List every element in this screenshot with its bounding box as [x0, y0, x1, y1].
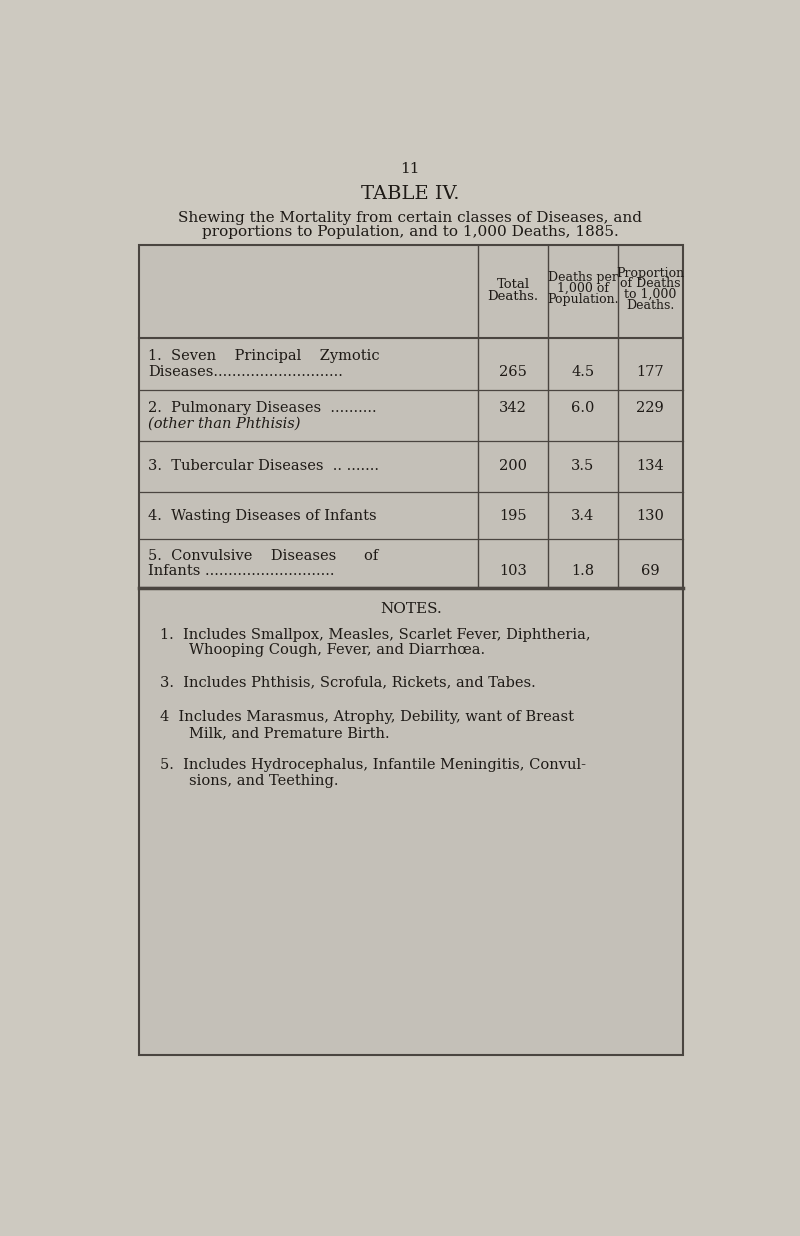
Text: 3.  Tubercular Diseases  .. .......: 3. Tubercular Diseases .. ....... — [148, 460, 379, 473]
Text: 4  Includes Marasmus, Atrophy, Debility, want of Breast: 4 Includes Marasmus, Atrophy, Debility, … — [161, 711, 574, 724]
Text: Deaths.: Deaths. — [487, 290, 538, 303]
Text: proportions to Population, and to 1,000 Deaths, 1885.: proportions to Population, and to 1,000 … — [202, 225, 618, 240]
Bar — [138, 245, 683, 588]
Text: (other than Phthisis): (other than Phthisis) — [148, 417, 301, 430]
Text: TABLE IV.: TABLE IV. — [361, 185, 459, 203]
Text: Deaths per: Deaths per — [548, 271, 618, 284]
Text: 5.  Includes Hydrocephalus, Infantile Meningitis, Convul-: 5. Includes Hydrocephalus, Infantile Men… — [161, 758, 586, 772]
Text: 1.8: 1.8 — [571, 565, 594, 578]
Text: Deaths.: Deaths. — [626, 299, 674, 311]
Text: 1.  Seven    Principal    Zymotic: 1. Seven Principal Zymotic — [148, 350, 380, 363]
Text: NOTES.: NOTES. — [380, 602, 442, 616]
Text: 342: 342 — [499, 400, 527, 415]
Text: of Deaths: of Deaths — [620, 277, 681, 290]
Text: 177: 177 — [637, 365, 664, 378]
Text: Proportion: Proportion — [616, 267, 684, 279]
Text: 5.  Convulsive    Diseases      of: 5. Convulsive Diseases of — [148, 549, 378, 564]
Text: to 1,000: to 1,000 — [624, 288, 677, 302]
Text: 4.5: 4.5 — [571, 365, 594, 378]
Text: Whooping Cough, Fever, and Diarrhœa.: Whooping Cough, Fever, and Diarrhœa. — [189, 644, 486, 658]
Text: 265: 265 — [499, 365, 527, 378]
Text: 3.  Includes Phthisis, Scrofula, Rickets, and Tabes.: 3. Includes Phthisis, Scrofula, Rickets,… — [161, 676, 536, 690]
Text: 130: 130 — [636, 508, 664, 523]
Text: 103: 103 — [499, 565, 527, 578]
Text: Total: Total — [497, 278, 530, 292]
Text: Shewing the Mortality from certain classes of Diseases, and: Shewing the Mortality from certain class… — [178, 210, 642, 225]
Text: 4.  Wasting Diseases of Infants: 4. Wasting Diseases of Infants — [148, 508, 377, 523]
Text: 134: 134 — [636, 460, 664, 473]
Text: 69: 69 — [641, 565, 659, 578]
Text: 229: 229 — [636, 400, 664, 415]
Text: sions, and Teething.: sions, and Teething. — [189, 774, 338, 787]
Text: 1,000 of: 1,000 of — [557, 282, 609, 295]
Text: 2.  Pulmonary Diseases  ..........: 2. Pulmonary Diseases .......... — [148, 400, 377, 415]
Text: 11: 11 — [400, 162, 420, 177]
Text: Diseases............................: Diseases............................ — [148, 365, 343, 378]
Text: 3.4: 3.4 — [571, 508, 594, 523]
Text: 3.5: 3.5 — [571, 460, 594, 473]
Text: 195: 195 — [499, 508, 527, 523]
Text: Infants ............................: Infants ............................ — [148, 565, 334, 578]
Text: 1.  Includes Smallpox, Measles, Scarlet Fever, Diphtheria,: 1. Includes Smallpox, Measles, Scarlet F… — [161, 628, 591, 641]
Text: 6.0: 6.0 — [571, 400, 594, 415]
Text: 200: 200 — [499, 460, 527, 473]
Text: Milk, and Premature Birth.: Milk, and Premature Birth. — [189, 726, 390, 740]
Text: Population.: Population. — [547, 293, 618, 305]
Bar — [138, 588, 683, 1056]
